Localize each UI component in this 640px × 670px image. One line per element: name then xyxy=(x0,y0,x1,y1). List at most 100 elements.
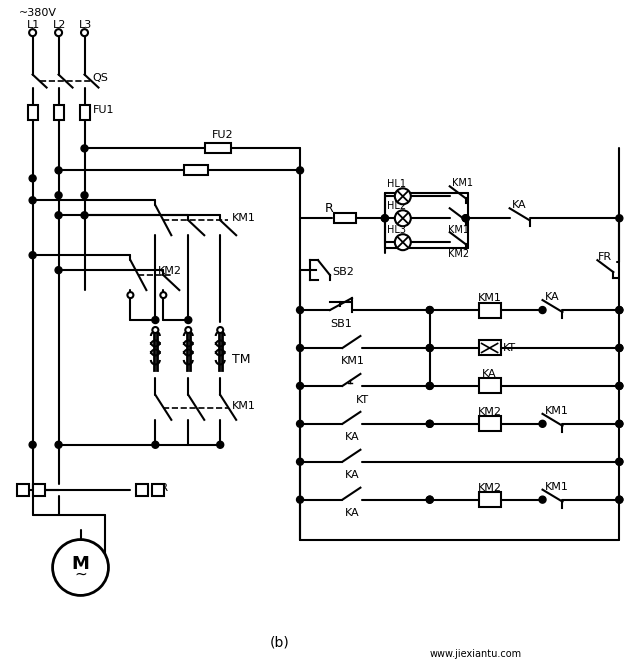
Circle shape xyxy=(426,383,433,389)
Text: SB1: SB1 xyxy=(330,319,352,329)
Bar xyxy=(28,105,38,121)
Circle shape xyxy=(395,188,411,204)
Text: www.jiexiantu.com: www.jiexiantu.com xyxy=(430,649,522,659)
Circle shape xyxy=(152,327,158,333)
Circle shape xyxy=(29,197,36,204)
Text: KM1: KM1 xyxy=(452,178,473,188)
Text: KM1: KM1 xyxy=(448,225,468,235)
Bar xyxy=(152,484,164,496)
Circle shape xyxy=(55,442,62,448)
Text: KA: KA xyxy=(345,508,360,518)
Circle shape xyxy=(52,539,108,596)
Text: KM2: KM2 xyxy=(158,266,182,276)
Bar xyxy=(334,213,356,223)
Circle shape xyxy=(616,344,623,352)
Text: HL3: HL3 xyxy=(387,225,406,235)
Bar xyxy=(54,105,63,121)
Circle shape xyxy=(55,192,62,199)
Text: FR: FR xyxy=(597,252,612,262)
Text: FR: FR xyxy=(156,482,170,492)
Bar xyxy=(17,484,29,496)
Circle shape xyxy=(296,496,303,503)
Text: QS: QS xyxy=(93,73,108,83)
Circle shape xyxy=(616,458,623,465)
Circle shape xyxy=(81,192,88,199)
Text: M: M xyxy=(72,555,90,572)
Text: KM1: KM1 xyxy=(232,401,256,411)
Text: ~: ~ xyxy=(74,567,87,582)
Circle shape xyxy=(395,210,411,226)
Circle shape xyxy=(616,458,623,465)
Circle shape xyxy=(127,292,133,298)
Circle shape xyxy=(29,175,36,182)
Circle shape xyxy=(152,316,159,324)
Circle shape xyxy=(29,442,36,448)
Circle shape xyxy=(395,234,411,250)
Circle shape xyxy=(55,212,62,218)
Bar xyxy=(479,340,500,356)
Circle shape xyxy=(296,344,303,352)
Text: KT: KT xyxy=(502,343,516,353)
Text: KM1: KM1 xyxy=(545,406,568,416)
Circle shape xyxy=(426,307,433,314)
Circle shape xyxy=(426,344,433,352)
Circle shape xyxy=(539,420,546,427)
Circle shape xyxy=(296,383,303,389)
Circle shape xyxy=(616,383,623,389)
Circle shape xyxy=(29,252,36,259)
Circle shape xyxy=(381,215,388,222)
Circle shape xyxy=(81,29,88,36)
Text: KA: KA xyxy=(345,431,360,442)
Circle shape xyxy=(616,383,623,389)
Text: KM2: KM2 xyxy=(448,249,469,259)
Bar xyxy=(479,303,500,318)
Circle shape xyxy=(616,307,623,314)
Bar xyxy=(136,484,148,496)
Circle shape xyxy=(616,215,623,222)
Circle shape xyxy=(185,316,192,324)
Text: KM1: KM1 xyxy=(232,213,256,223)
Circle shape xyxy=(426,496,433,503)
Circle shape xyxy=(616,420,623,427)
Circle shape xyxy=(616,496,623,503)
Circle shape xyxy=(381,215,388,222)
Circle shape xyxy=(462,215,469,222)
Circle shape xyxy=(426,307,433,314)
Text: ~380V: ~380V xyxy=(19,7,57,17)
Text: KA: KA xyxy=(483,369,497,379)
Circle shape xyxy=(296,420,303,427)
Circle shape xyxy=(426,344,433,352)
Circle shape xyxy=(55,267,62,273)
Text: KA: KA xyxy=(545,292,559,302)
Circle shape xyxy=(539,307,546,314)
Text: KM1: KM1 xyxy=(545,482,568,492)
Text: HL2: HL2 xyxy=(387,201,406,211)
Text: SB2: SB2 xyxy=(332,267,354,277)
Bar xyxy=(479,492,500,507)
Text: KT: KT xyxy=(356,395,369,405)
Circle shape xyxy=(217,442,224,448)
Circle shape xyxy=(152,442,159,448)
Bar xyxy=(33,484,45,496)
Circle shape xyxy=(55,29,62,36)
Bar xyxy=(479,416,500,431)
Text: R: R xyxy=(325,202,333,215)
Text: FU1: FU1 xyxy=(93,105,114,115)
Text: L2: L2 xyxy=(52,19,66,29)
Circle shape xyxy=(296,167,303,174)
Text: (b): (b) xyxy=(270,635,290,649)
Text: KA: KA xyxy=(345,470,360,480)
Circle shape xyxy=(29,29,36,36)
Bar xyxy=(479,379,500,393)
Text: L3: L3 xyxy=(79,19,92,29)
Circle shape xyxy=(161,292,166,298)
Circle shape xyxy=(426,420,433,427)
Bar xyxy=(184,165,208,176)
Circle shape xyxy=(217,327,223,333)
Text: KM1: KM1 xyxy=(340,356,364,366)
Circle shape xyxy=(426,383,433,389)
Circle shape xyxy=(616,496,623,503)
Circle shape xyxy=(55,167,62,174)
Circle shape xyxy=(186,327,191,333)
Circle shape xyxy=(616,307,623,314)
